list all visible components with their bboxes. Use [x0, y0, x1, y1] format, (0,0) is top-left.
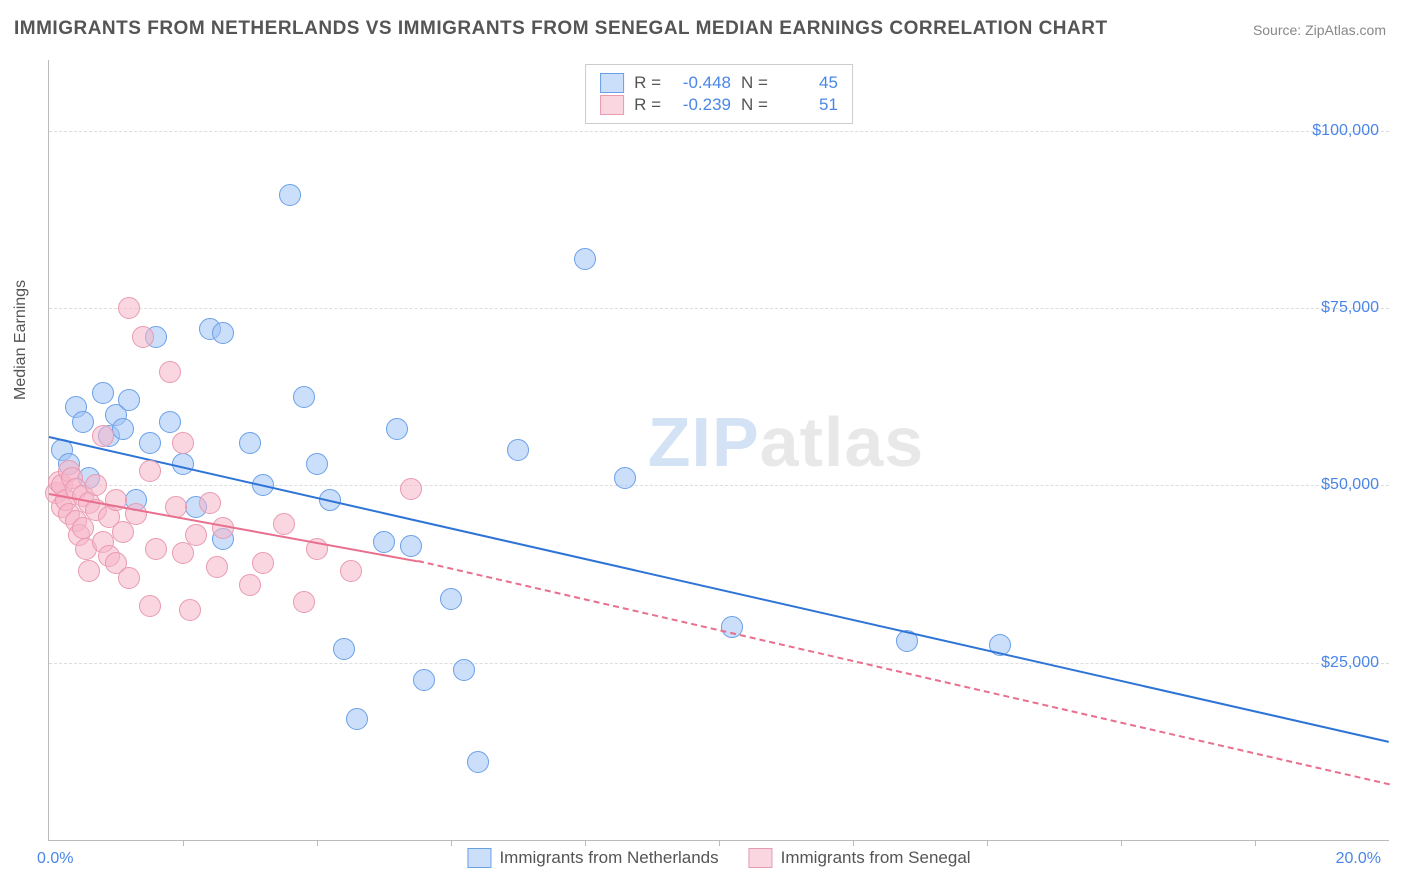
- gridline: [49, 131, 1389, 132]
- legend-n-label: N =: [741, 73, 768, 93]
- x-tick: [183, 840, 184, 846]
- data-point: [293, 591, 315, 613]
- x-tick: [719, 840, 720, 846]
- legend-n-value: 51: [778, 95, 838, 115]
- data-point: [440, 588, 462, 610]
- data-point: [139, 460, 161, 482]
- x-tick: [1255, 840, 1256, 846]
- data-point: [400, 478, 422, 500]
- series-legend: Immigrants from Netherlands Immigrants fr…: [467, 848, 970, 868]
- data-point: [386, 418, 408, 440]
- data-point: [118, 297, 140, 319]
- data-point: [306, 453, 328, 475]
- legend-swatch: [600, 95, 624, 115]
- series-legend-item: Immigrants from Senegal: [749, 848, 971, 868]
- plot-area: ZIPatlas R =-0.448N =45R =-0.239N =51 Im…: [48, 60, 1389, 841]
- data-point: [85, 474, 107, 496]
- data-point: [507, 439, 529, 461]
- data-point: [145, 538, 167, 560]
- data-point: [139, 595, 161, 617]
- stats-legend-row: R = -0.448 N = 45: [600, 73, 838, 93]
- y-tick-label: $100,000: [1312, 122, 1379, 140]
- data-point: [212, 322, 234, 344]
- legend-swatch: [467, 848, 491, 868]
- y-tick-label: $50,000: [1321, 476, 1379, 494]
- source-attribution: Source: ZipAtlas.com: [1253, 22, 1386, 38]
- data-point: [118, 389, 140, 411]
- chart-title: IMMIGRANTS FROM NETHERLANDS VS IMMIGRANT…: [14, 18, 1108, 40]
- data-point: [453, 659, 475, 681]
- data-point: [273, 513, 295, 535]
- series-legend-label: Immigrants from Senegal: [781, 848, 971, 868]
- data-point: [467, 751, 489, 773]
- data-point: [112, 418, 134, 440]
- data-point: [72, 517, 94, 539]
- legend-swatch: [749, 848, 773, 868]
- y-tick-label: $25,000: [1321, 654, 1379, 672]
- x-tick: [987, 840, 988, 846]
- data-point: [172, 432, 194, 454]
- data-point: [199, 492, 221, 514]
- data-point: [112, 521, 134, 543]
- watermark-text-left: ZIP: [648, 403, 760, 481]
- data-point: [125, 503, 147, 525]
- data-point: [159, 361, 181, 383]
- x-axis-max-label: 20.0%: [1336, 850, 1381, 868]
- x-tick: [317, 840, 318, 846]
- legend-n-value: 45: [778, 73, 838, 93]
- gridline: [49, 663, 1389, 664]
- data-point: [172, 542, 194, 564]
- x-tick: [451, 840, 452, 846]
- data-point: [413, 669, 435, 691]
- stats-legend: R = -0.448 N = 45 R = -0.239 N = 51: [585, 64, 853, 124]
- x-axis-min-label: 0.0%: [37, 850, 73, 868]
- data-point: [373, 531, 395, 553]
- data-point: [293, 386, 315, 408]
- data-point: [179, 599, 201, 621]
- legend-r-value: -0.239: [671, 95, 731, 115]
- watermark-text-right: atlas: [760, 403, 925, 481]
- data-point: [92, 382, 114, 404]
- legend-r-label: R =: [634, 95, 661, 115]
- legend-r-label: R =: [634, 73, 661, 93]
- stats-legend-row: R = -0.239 N = 51: [600, 95, 838, 115]
- legend-n-label: N =: [741, 95, 768, 115]
- data-point: [574, 248, 596, 270]
- data-point: [132, 326, 154, 348]
- data-point: [252, 552, 274, 574]
- data-point: [92, 425, 114, 447]
- watermark: ZIPatlas: [648, 402, 924, 482]
- data-point: [159, 411, 181, 433]
- series-legend-label: Immigrants from Netherlands: [499, 848, 718, 868]
- data-point: [72, 411, 94, 433]
- data-point: [400, 535, 422, 557]
- y-tick-label: $75,000: [1321, 299, 1379, 317]
- data-point: [78, 560, 100, 582]
- data-point: [239, 574, 261, 596]
- gridline: [49, 485, 1389, 486]
- legend-r-value: -0.448: [671, 73, 731, 93]
- data-point: [139, 432, 161, 454]
- gridline: [49, 308, 1389, 309]
- data-point: [206, 556, 228, 578]
- x-tick: [1121, 840, 1122, 846]
- legend-swatch: [600, 73, 624, 93]
- data-point: [346, 708, 368, 730]
- x-tick: [585, 840, 586, 846]
- data-point: [279, 184, 301, 206]
- data-point: [185, 524, 207, 546]
- series-legend-item: Immigrants from Netherlands: [467, 848, 718, 868]
- data-point: [614, 467, 636, 489]
- data-point: [239, 432, 261, 454]
- x-tick: [853, 840, 854, 846]
- data-point: [333, 638, 355, 660]
- data-point: [340, 560, 362, 582]
- data-point: [118, 567, 140, 589]
- y-axis-title: Median Earnings: [12, 280, 30, 400]
- trend-line: [417, 560, 1389, 785]
